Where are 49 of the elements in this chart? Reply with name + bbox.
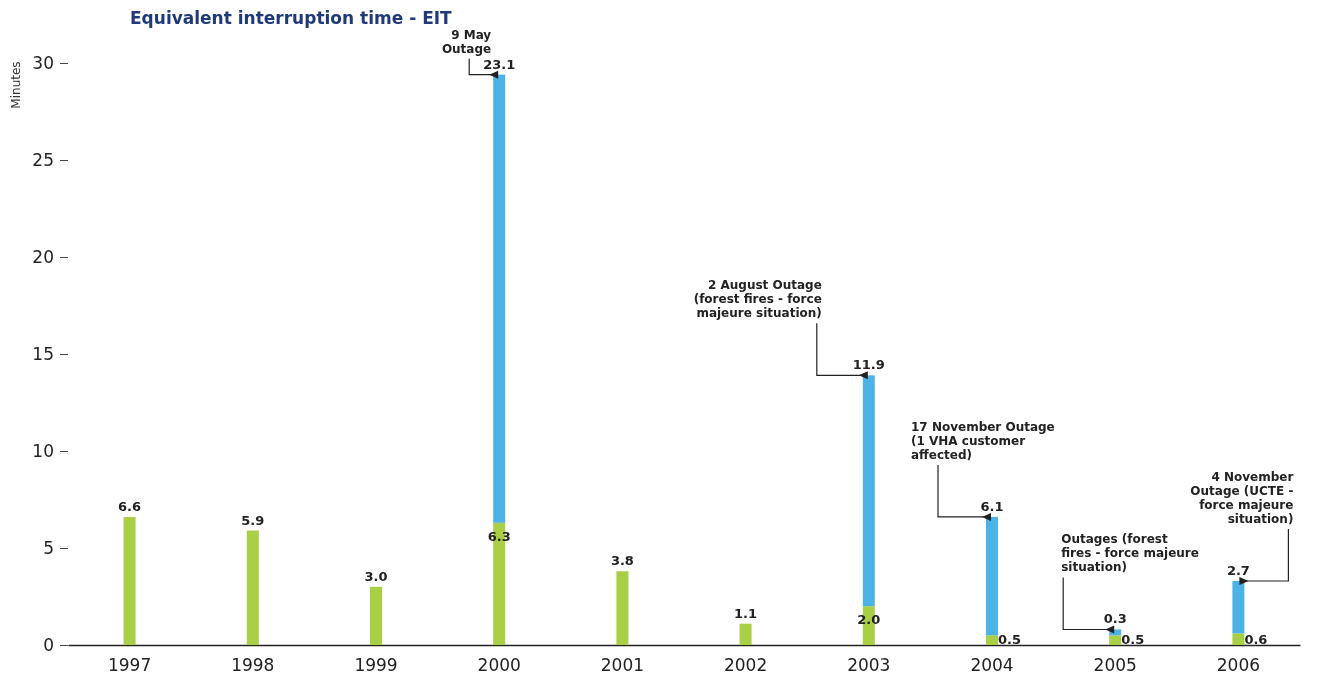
annotation: 9 May Outage: [441, 27, 492, 56]
y-tick-label: 5: [43, 537, 54, 558]
y-tick-label: 20: [32, 246, 54, 267]
data-label: 0.6: [1244, 632, 1268, 647]
annotation: 2 August Outage (forest fires - force majeure situation): [693, 278, 822, 321]
bar: [1232, 633, 1245, 645]
data-label: 0.5: [998, 632, 1022, 647]
bar: [1232, 580, 1245, 634]
bar: [246, 530, 259, 645]
x-tick-label: 2002: [723, 655, 768, 676]
x-tick-label: 1999: [354, 655, 398, 676]
x-tick-label: 2006: [1216, 655, 1261, 676]
y-tick-label: 30: [32, 52, 54, 73]
bar: [862, 375, 875, 607]
x-tick-label: 1998: [231, 655, 275, 676]
data-label: 2.7: [1226, 562, 1250, 578]
bar: [739, 623, 752, 645]
x-tick-label: 2005: [1093, 655, 1137, 676]
data-label: 6.6: [118, 498, 142, 514]
annotation: Outages (forest fires - force majeure situation): [1061, 532, 1199, 575]
data-label: 23.1: [483, 56, 516, 72]
data-label: 6.1: [980, 498, 1004, 514]
data-label: 5.9: [241, 512, 265, 528]
bar: [616, 571, 629, 645]
bar: [123, 516, 136, 645]
data-label: 3.0: [364, 568, 388, 584]
data-label: 3.8: [610, 553, 634, 569]
bar: [986, 635, 998, 645]
bar: [493, 74, 506, 523]
x-tick-label: 1997: [107, 655, 152, 676]
bar: [1109, 635, 1122, 645]
data-label: 0.3: [1103, 611, 1127, 627]
x-tick-label: 2000: [477, 655, 521, 676]
y-tick-label: 0: [43, 634, 54, 655]
y-axis-title: Minutes: [9, 61, 23, 109]
x-tick-label: 2004: [970, 655, 1014, 676]
data-label: 11.9: [852, 357, 885, 373]
annotation: 17 November Outage (1 VHA customer affected): [911, 419, 1055, 462]
chart-title: Equivalent interruption time - EIT: [130, 8, 453, 28]
bar: [370, 586, 382, 645]
y-tick-label: 15: [32, 343, 54, 364]
data-label: 1.1: [734, 605, 758, 621]
x-tick-label: 2003: [847, 655, 891, 676]
y-tick-label: 25: [32, 149, 54, 170]
y-tick-label: 10: [32, 440, 54, 461]
data-label: 0.5: [1121, 632, 1145, 647]
bar: [986, 516, 998, 636]
annotation: 4 November Outage (UCTE - force majeure situation): [1190, 469, 1294, 526]
x-tick-label: 2001: [600, 655, 645, 676]
